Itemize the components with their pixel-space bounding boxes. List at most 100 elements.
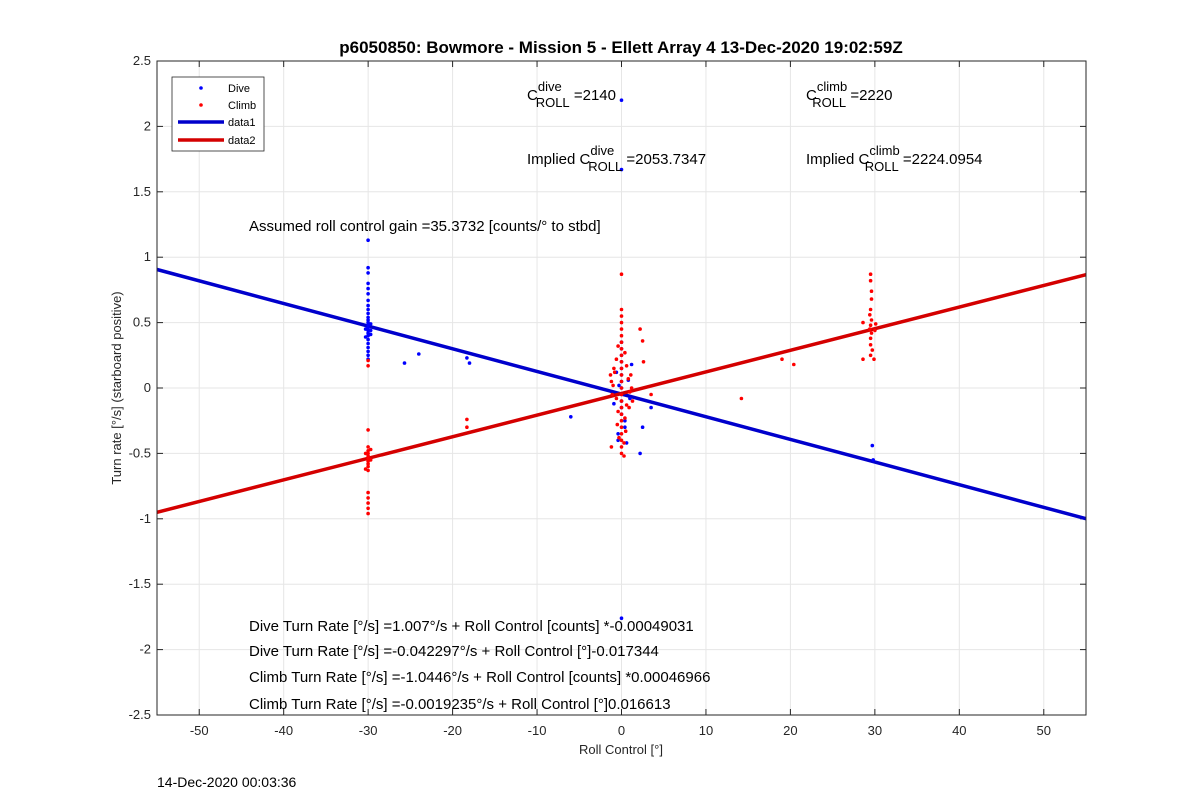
scatter-point-dive bbox=[623, 418, 627, 423]
legend-climb-label: Climb bbox=[228, 100, 256, 112]
scatter-point-climb bbox=[868, 278, 873, 283]
y-tick-label: 0.5 bbox=[133, 315, 151, 330]
y-tick-label: 1 bbox=[144, 249, 151, 264]
x-tick-label: -10 bbox=[528, 723, 547, 738]
scatter-point-climb bbox=[624, 364, 629, 368]
scatter-point-climb bbox=[366, 358, 370, 363]
scatter-point-dive bbox=[366, 307, 370, 312]
scatter-point-climb bbox=[627, 405, 631, 410]
scatter-point-dive bbox=[366, 271, 370, 275]
scatter-point-dive bbox=[402, 361, 407, 365]
y-tick-label: 0 bbox=[144, 380, 151, 395]
scatter-point-climb bbox=[619, 347, 624, 351]
fit-line-climb-degrees: Climb Turn Rate [°/s] =-0.0019235°/s + R… bbox=[249, 696, 671, 713]
scatter-point-dive bbox=[569, 415, 573, 419]
scatter-point-climb bbox=[869, 331, 874, 335]
scatter-point-climb bbox=[868, 307, 873, 312]
x-tick-label: -40 bbox=[274, 723, 293, 738]
scatter-point-climb bbox=[366, 511, 370, 516]
scatter-point-dive bbox=[366, 298, 370, 303]
scatter-point-climb bbox=[465, 425, 469, 430]
scatter-point-climb bbox=[619, 314, 624, 318]
legend-climb-marker bbox=[199, 103, 203, 107]
scatter-point-climb bbox=[366, 454, 370, 458]
scatter-point-climb bbox=[629, 373, 633, 377]
scatter-point-climb bbox=[619, 366, 624, 371]
scatter-point-dive bbox=[366, 337, 370, 342]
scatter-point-dive bbox=[366, 292, 370, 296]
scatter-point-climb bbox=[869, 289, 874, 294]
scatter-point-climb bbox=[612, 370, 617, 375]
scatter-point-climb bbox=[366, 464, 370, 469]
scatter-point-dive bbox=[366, 286, 370, 291]
scatter-point-dive bbox=[366, 349, 370, 354]
scatter-point-climb bbox=[619, 386, 624, 390]
scatter-point-climb bbox=[869, 318, 874, 322]
scatter-point-dive bbox=[870, 443, 875, 448]
scatter-point-climb bbox=[363, 451, 368, 456]
scatter-point-climb bbox=[619, 399, 624, 403]
footer-timestamp: 14-Dec-2020 00:03:36 bbox=[157, 774, 297, 790]
scatter-point-dive bbox=[363, 335, 368, 339]
scatter-point-climb bbox=[465, 417, 469, 422]
scatter-point-climb bbox=[366, 496, 370, 500]
scatter-point-dive bbox=[617, 383, 621, 388]
scatter-point-climb bbox=[861, 357, 865, 362]
scatter-point-climb bbox=[623, 416, 627, 420]
scatter-point-dive bbox=[640, 425, 645, 430]
scatter-point-climb bbox=[868, 327, 872, 331]
scatter-point-climb bbox=[622, 441, 626, 445]
y-tick-label: -0.5 bbox=[129, 445, 151, 460]
scatter-point-dive bbox=[624, 441, 629, 445]
y-tick-label: 1.5 bbox=[133, 184, 151, 199]
scatter-point-climb bbox=[619, 307, 624, 312]
scatter-point-climb bbox=[638, 327, 642, 331]
scatter-point-climb bbox=[868, 313, 872, 317]
x-tick-label: -50 bbox=[190, 723, 209, 738]
scatter-point-climb bbox=[619, 445, 624, 449]
y-tick-label: 2 bbox=[144, 118, 151, 133]
x-tick-label: 0 bbox=[618, 723, 625, 738]
x-axis-label: Roll Control [°] bbox=[579, 742, 663, 757]
axes-box bbox=[156, 60, 1087, 716]
scatter-point-climb bbox=[610, 392, 614, 397]
scatter-point-climb bbox=[609, 445, 614, 449]
scatter-point-climb bbox=[619, 418, 624, 423]
x-tick-label: -30 bbox=[359, 723, 378, 738]
legend-dive-marker bbox=[199, 86, 203, 90]
scatter-point-dive bbox=[368, 328, 373, 333]
scatter-point-climb bbox=[368, 447, 373, 452]
scatter-point-climb bbox=[622, 454, 626, 458]
scatter-point-climb bbox=[619, 405, 624, 410]
scatter-point-climb bbox=[619, 392, 624, 397]
scatter-point-climb bbox=[366, 506, 370, 511]
scatter-point-dive bbox=[871, 458, 875, 462]
scatter-point-climb bbox=[868, 323, 873, 328]
scatter-point-climb bbox=[366, 451, 370, 456]
scatter-point-climb bbox=[619, 320, 624, 325]
scatter-point-climb bbox=[868, 353, 873, 358]
scatter-point-dive bbox=[629, 362, 634, 367]
scatter-point-climb bbox=[868, 343, 873, 347]
scatter-point-climb bbox=[619, 451, 624, 456]
scatter-point-dive bbox=[612, 401, 616, 406]
scatter-point-climb bbox=[619, 425, 624, 430]
y-tick-label: 2.5 bbox=[133, 53, 151, 68]
scatter-point-climb bbox=[616, 344, 620, 348]
scatter-point-climb bbox=[619, 340, 624, 345]
scatter-point-climb bbox=[619, 379, 624, 384]
scatter-point-climb bbox=[629, 386, 634, 390]
c-climb-annotation: Cclimb ROLL =2220 bbox=[806, 79, 892, 110]
scatter-point-climb bbox=[366, 501, 370, 505]
scatter-point-climb bbox=[868, 272, 873, 277]
scatter-point-dive bbox=[649, 405, 653, 410]
scatter-point-dive bbox=[368, 322, 373, 326]
scatter-point-climb bbox=[626, 377, 631, 381]
scatter-point-climb bbox=[609, 379, 614, 384]
scatter-point-dive bbox=[366, 353, 370, 358]
scatter-point-dive bbox=[628, 396, 632, 401]
scatter-point-climb bbox=[368, 458, 373, 462]
scatter-point-dive bbox=[366, 345, 370, 350]
scatter-point-climb bbox=[619, 432, 624, 436]
